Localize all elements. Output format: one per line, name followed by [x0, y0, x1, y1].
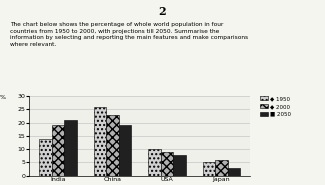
Bar	[64, 120, 77, 176]
Text: 2: 2	[159, 6, 166, 17]
Bar	[52, 125, 64, 176]
Legend: ◆ 1950, ◆ 2000, ■ 2050: ◆ 1950, ◆ 2000, ■ 2050	[260, 95, 292, 117]
Bar	[94, 107, 106, 176]
Bar	[228, 168, 240, 176]
Bar	[119, 125, 131, 176]
Bar	[161, 152, 173, 176]
Bar	[173, 154, 186, 176]
Y-axis label: %: %	[0, 95, 6, 100]
Bar	[39, 139, 52, 176]
Bar	[148, 149, 161, 176]
Text: The chart below shows the percentage of whole world population in four
countries: The chart below shows the percentage of …	[10, 22, 248, 47]
Bar	[202, 162, 215, 176]
Bar	[106, 115, 119, 176]
Bar	[215, 160, 228, 176]
